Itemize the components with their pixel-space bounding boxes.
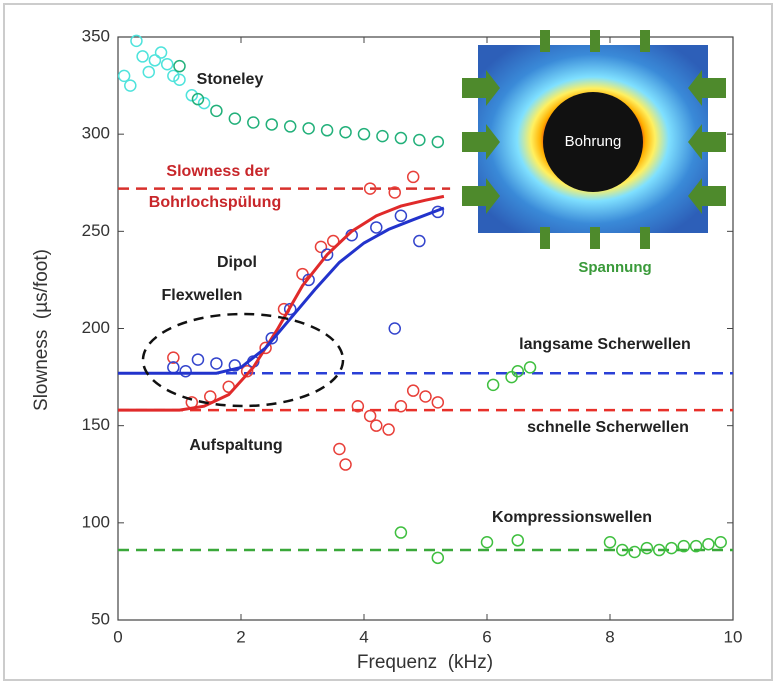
chart: Bohrung Spannung Stoneley Slowness der B…	[0, 0, 776, 684]
y-tick-label: 200	[82, 318, 110, 337]
inset-label: Spannung	[578, 259, 651, 276]
annotation: Flexwellen	[162, 287, 243, 304]
y-tick-label: 150	[82, 415, 110, 434]
annotation: Slowness der	[166, 163, 269, 180]
y-tick-label: 300	[82, 124, 110, 143]
y-tick-label: 250	[82, 221, 110, 240]
y-tick-label: 50	[91, 609, 110, 628]
x-tick-label: 4	[359, 627, 368, 646]
y-tick-label: 350	[82, 26, 110, 45]
inset-label: Bohrung	[565, 133, 622, 150]
x-tick-label: 8	[605, 627, 614, 646]
annotation: langsame Scherwellen	[519, 336, 691, 353]
x-tick-label: 6	[482, 627, 491, 646]
x-axis-label: Frequenz (kHz)	[357, 652, 493, 673]
annotation: Stoneley	[197, 71, 264, 88]
y-axis-label: Slowness (µs/foot)	[31, 249, 52, 411]
x-tick-label: 10	[724, 627, 743, 646]
x-tick-label: 0	[113, 627, 122, 646]
annotation: Aufspaltung	[189, 437, 282, 454]
annotation: Bohrlochspülung	[149, 194, 281, 211]
annotation: Dipol	[217, 254, 257, 271]
x-tick-label: 2	[236, 627, 245, 646]
y-tick-label: 100	[82, 512, 110, 531]
annotation: schnelle Scherwellen	[527, 419, 689, 436]
annotation: Kompressionswellen	[492, 509, 652, 526]
